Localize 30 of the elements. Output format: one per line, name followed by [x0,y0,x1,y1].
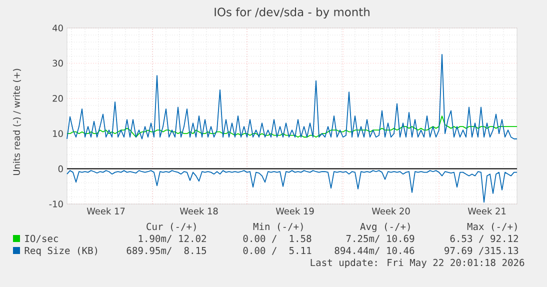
text: Min (-/+) [253,222,303,232]
x-tick-label: Week 19 [276,208,314,214]
y-tick-label: 20 [52,95,63,102]
text: 6.53 / 92.12 [450,234,518,243]
y-tick-label: 30 [52,60,63,67]
text: 894.44m/ 10.46 [334,246,414,255]
text: Avg (-/+) [360,222,410,232]
line-series [66,54,518,140]
y-axis-title: Units read (-) / write (+) [13,68,22,176]
x-tick-label: Week 17 [86,208,125,214]
text: 0.00 / 5.11 [243,246,312,255]
x-tick-label: Week 21 [468,208,506,214]
legend-label: Req Size (KB) [24,246,98,256]
y-tick-label: 40 [52,24,63,32]
text: Cur (-/+) [146,222,196,232]
y-tick-label: 0 [58,165,63,172]
text: Last update: Fri May 22 20:01:18 2026 [310,258,524,268]
x-tick-label: Week 18 [180,208,218,214]
text: 0.00 / 1.58 [243,234,312,243]
text: 7.25m/ 10.69 [346,234,414,243]
legend-label: IO/sec [25,234,58,243]
text: 1.90m/ 12.02 [138,234,206,243]
x-tick-label: Week 20 [372,208,410,214]
y-tick-label: 10 [53,130,63,137]
line-series [66,170,518,203]
y-tick-label: -10 [49,200,63,208]
text: 689.95m/ 8.15 [126,246,206,255]
chart-title: IOs for /dev/sda - by month [214,7,370,19]
text: Max (-/+) [467,222,517,232]
text: 97.69 /315.13 [444,246,518,255]
